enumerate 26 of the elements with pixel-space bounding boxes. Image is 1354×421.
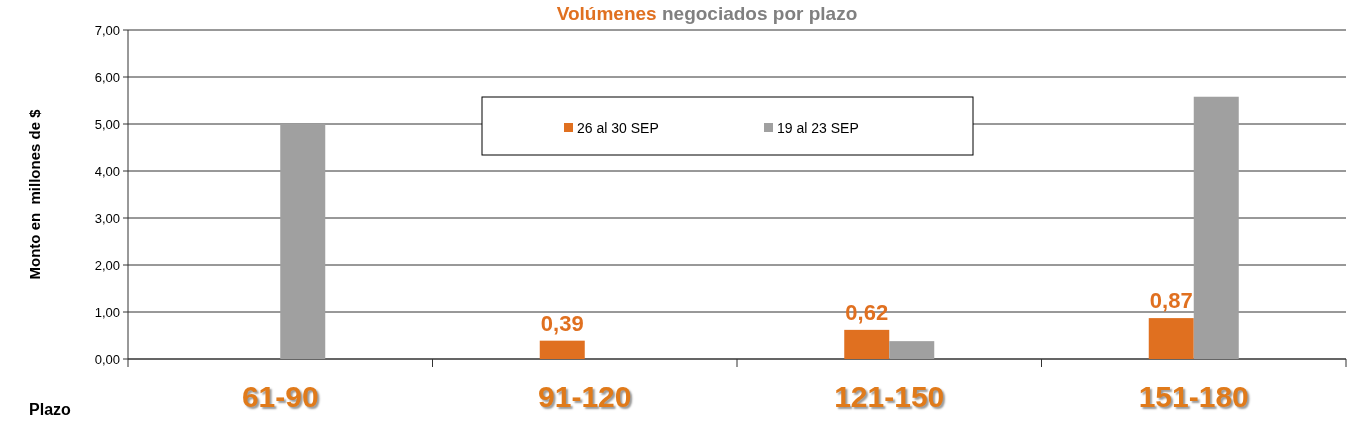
data-label: 0,87: [1149, 288, 1193, 314]
y-tick-label: 1,00: [94, 304, 120, 320]
y-tick-label: 6,00: [94, 69, 120, 85]
legend-label: 26 al 30 SEP: [577, 119, 659, 136]
y-tick-label: 0,00: [94, 351, 120, 367]
x-tick-label: 121-150: [834, 380, 945, 413]
y-tick-label: 4,00: [94, 163, 120, 179]
bar: [889, 341, 935, 359]
data-label: 0,62: [845, 299, 889, 325]
x-axis-title: Plazo: [29, 401, 72, 418]
data-label: 0,39: [540, 310, 584, 336]
x-tick-label: 61-90: [241, 380, 319, 413]
y-axis-title: Monto en millones de $: [26, 108, 43, 280]
legend-label: 19 al 23 SEP: [777, 119, 859, 136]
y-tick-label: 5,00: [94, 116, 120, 132]
chart-title: Volúmenes negociados por plazo: [556, 3, 858, 24]
bar: [539, 340, 585, 359]
bar: [1148, 318, 1194, 359]
y-tick-label: 3,00: [94, 210, 120, 226]
bar: [844, 329, 890, 359]
bar: [280, 124, 326, 359]
x-tick-label: 151-180: [1138, 380, 1249, 413]
y-tick-label: 7,00: [94, 22, 120, 38]
x-tick-label: 91-120: [538, 380, 632, 413]
bar: [1193, 96, 1239, 359]
y-tick-label: 2,00: [94, 257, 120, 273]
